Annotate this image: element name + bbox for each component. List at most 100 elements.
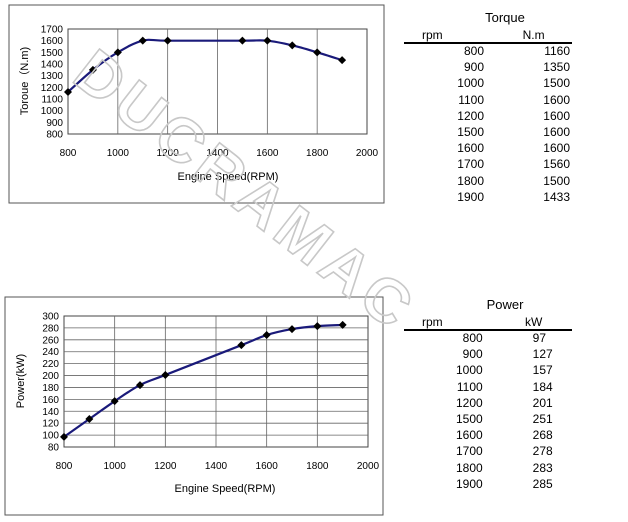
power-table-row: 800 97 [404,330,572,346]
power-data-point [110,397,119,406]
torque-table-title: Torque [485,10,525,25]
torque-table-row: 1900 1433 [404,189,572,205]
torque-x-tick-label: 800 [60,148,77,159]
torque-y-tick-label: 800 [46,130,63,141]
power-table-row: 1100 184 [404,379,572,395]
power-rpm-cell: 1800 [455,460,483,475]
power-grid [64,316,368,447]
power-x-tick-label: 1600 [256,461,279,472]
power-y-tick-label: 300 [42,312,59,323]
power-y-tick-label: 140 [42,407,59,418]
power-y-tick-label: 220 [42,359,59,370]
power-series [60,320,347,441]
power-value-cell: 157 [532,363,553,378]
torque-table-row: 1500 1600 [404,124,572,140]
power-y-tick-label: 120 [42,419,59,430]
power-y-tick-label: 80 [48,443,60,454]
torque-data-point [238,36,247,45]
power-value-cell: 278 [532,444,553,459]
power-value-cell: 251 [532,411,553,426]
power-table-row: 1200 201 [404,395,572,411]
power-y-tick-label: 280 [42,323,59,334]
power-data-point [85,415,94,424]
torque-y-tick-label: 1000 [41,106,64,117]
torque-y-tick-label: 1100 [41,95,63,106]
power-y-tick-label: 240 [42,347,59,358]
torque-y-tick-label: 1600 [41,36,64,47]
torque-value-cell: 1350 [543,60,570,75]
torque-table-row: 1700 1560 [404,156,572,172]
power-rpm-cell: 900 [462,347,483,362]
power-data-point [338,320,347,329]
torque-table-header: rpm N.m [404,28,572,44]
torque-table-row: 900 1350 [404,59,572,75]
power-x-tick-label: 1400 [205,461,228,472]
power-data-point [262,331,271,340]
power-data-point [313,322,322,331]
torque-data-point [64,88,72,96]
power-data-point [237,341,246,350]
torque-y-tick-label: 1700 [41,25,64,36]
torque-grid [117,29,318,134]
power-table-row: 900 127 [404,346,572,362]
power-table-header: rpm kW [404,315,572,331]
torque-rpm-cell: 1200 [457,108,484,123]
power-rpm-cell: 1900 [455,476,483,491]
torque-series-line [67,38,343,93]
torque-data-point [163,36,172,45]
power-table-body: 800 97 900 127 1000 157 1100 184 1200 201 1500 251 1… [404,330,572,492]
torque-rpm-cell: 1800 [457,173,484,188]
power-y-tick-label: 180 [42,383,59,394]
torque-table-row: 1000 1500 [404,75,572,91]
power-col-kw: kW [524,315,543,329]
power-table-row: 1000 157 [404,362,572,378]
power-y-axis-label: Power(kW) [15,354,27,408]
power-data-point [161,370,170,379]
torque-rpm-cell: 1700 [457,157,484,172]
power-rpm-cell: 1200 [455,395,483,410]
torque-value-cell: 1500 [543,76,570,91]
torque-rpm-cell: 900 [463,60,484,75]
torque-y-tick-label: 1500 [41,48,64,59]
torque-x-tick-label: 1800 [306,148,329,159]
power-x-tick-label: 800 [56,461,73,472]
torque-value-cell: 1600 [543,141,570,156]
power-value-cell: 285 [532,476,553,491]
torque-table-body: 800 1160 900 1350 1000 1500 1100 1600 1200 1600 15… [404,43,572,205]
torque-table-row: 800 1160 [404,43,572,59]
power-col-rpm: rpm [422,315,443,329]
power-data-point [60,432,68,441]
power-value-cell: 97 [532,331,547,345]
torque-value-cell: 1160 [544,44,570,58]
torque-y-tick-label: 1300 [41,71,64,82]
power-rpm-cell: 1600 [455,428,483,443]
torque-value-cell: 1560 [543,157,570,172]
torque-table-row: 1600 1600 [404,140,572,156]
torque-y-tick-label: 1400 [41,60,64,71]
power-x-tick-labels: 800 1000 1200 1400 1600 1800 2000 [56,461,380,472]
torque-y-tick-label: 900 [46,118,63,129]
power-table-row: 1500 251 [404,411,572,427]
power-x-tick-label: 1800 [306,461,329,472]
power-data-point [288,325,296,334]
torque-data-point [338,56,347,65]
power-value-cell: 268 [532,428,553,443]
torque-series [64,36,347,96]
power-y-tick-label: 100 [42,431,59,442]
torque-data-point [288,41,297,50]
power-rpm-cell: 800 [462,331,483,345]
torque-x-tick-label: 1200 [157,148,180,159]
power-value-cell: 201 [532,395,553,410]
torque-data-point [263,36,272,45]
torque-value-cell: 1500 [543,173,570,188]
torque-value-cell: 1600 [543,108,570,123]
power-x-tick-label: 1200 [154,461,177,472]
power-rpm-cell: 1100 [456,379,483,394]
torque-data-point [113,48,122,57]
power-y-tick-label: 160 [42,395,59,406]
torque-rpm-cell: 1500 [457,124,484,139]
